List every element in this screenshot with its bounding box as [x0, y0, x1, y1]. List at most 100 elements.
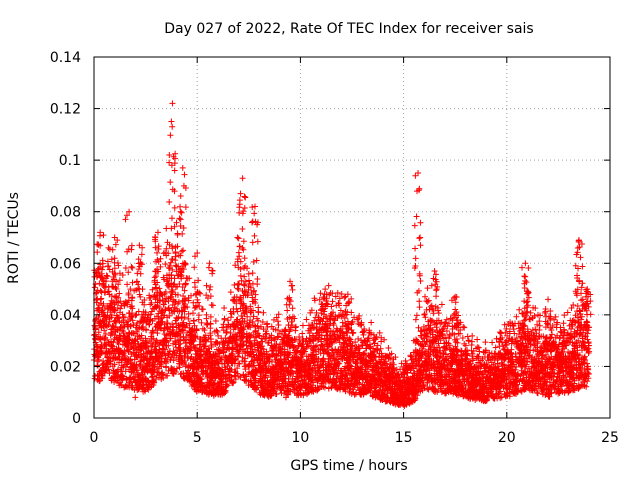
chart-title: Day 027 of 2022, Rate Of TEC Index for r… — [164, 21, 533, 37]
roti-point — [124, 301, 131, 308]
roti-point — [224, 382, 231, 389]
roti-point — [230, 379, 237, 386]
roti-point — [104, 288, 111, 295]
roti-point — [164, 325, 171, 332]
roti-point — [208, 342, 215, 349]
roti-point — [290, 370, 297, 377]
roti-point — [212, 318, 219, 325]
roti-point — [141, 296, 148, 303]
data-points — [91, 100, 594, 410]
roti-point — [143, 327, 150, 334]
roti-point — [310, 379, 317, 386]
roti-point — [99, 372, 106, 379]
roti-point — [148, 299, 155, 306]
roti-point — [170, 329, 177, 336]
roti-point — [262, 331, 269, 338]
roti-point — [233, 319, 240, 326]
roti-point — [118, 381, 125, 388]
roti-point — [190, 369, 197, 376]
roti-point — [163, 225, 170, 232]
roti-point — [162, 249, 169, 256]
roti-point — [99, 263, 106, 270]
roti-point — [304, 343, 311, 350]
roti-point — [138, 332, 145, 339]
roti-point — [162, 298, 169, 305]
roti-point — [124, 281, 131, 288]
roti-point — [177, 371, 184, 378]
roti-point — [292, 336, 299, 343]
roti-point — [181, 287, 188, 294]
roti-point — [292, 323, 299, 330]
roti-point — [162, 261, 169, 268]
roti-point — [142, 309, 149, 316]
roti-point — [109, 330, 116, 337]
roti-point — [109, 322, 116, 329]
roti-point — [205, 345, 212, 352]
roti-point — [308, 307, 315, 314]
roti-point — [102, 330, 109, 337]
roti-point — [196, 302, 203, 309]
roti-point — [199, 306, 206, 313]
roti-point — [244, 313, 251, 320]
roti-point — [167, 259, 174, 266]
roti-point — [162, 346, 169, 353]
roti-point — [153, 313, 160, 320]
roti-point — [274, 334, 281, 341]
roti-point — [149, 286, 156, 293]
roti-point — [219, 367, 226, 374]
roti-point — [147, 294, 154, 301]
roti-point — [273, 390, 280, 397]
roti-point — [156, 304, 163, 311]
roti-point — [215, 332, 222, 339]
roti-point — [171, 275, 178, 282]
roti-point — [147, 311, 154, 318]
roti-point — [228, 366, 235, 373]
roti-point — [288, 318, 295, 325]
roti-point — [159, 371, 166, 378]
roti-point — [245, 270, 252, 277]
roti-point — [141, 369, 148, 376]
roti-point — [311, 324, 318, 331]
roti-point — [165, 342, 172, 349]
roti-point — [126, 379, 133, 386]
roti-point — [263, 330, 270, 337]
roti-point — [282, 326, 289, 333]
roti-point — [158, 308, 165, 315]
roti-point — [105, 262, 112, 269]
roti-point — [128, 378, 135, 385]
roti-point — [310, 347, 317, 354]
roti-point — [245, 292, 252, 299]
roti-point — [222, 387, 229, 394]
roti-point — [135, 325, 142, 332]
roti-point — [108, 293, 115, 300]
roti-point — [173, 365, 180, 372]
roti-point — [116, 290, 123, 297]
roti-point — [299, 341, 306, 348]
roti-point — [164, 320, 171, 327]
roti-point — [164, 372, 171, 379]
roti-point — [148, 308, 155, 315]
roti-point — [236, 360, 243, 367]
roti-point — [299, 330, 306, 337]
roti-point — [259, 318, 266, 325]
roti-point — [250, 307, 257, 314]
roti-point — [105, 321, 112, 328]
roti-point — [105, 288, 112, 295]
roti-point — [237, 374, 244, 381]
roti-point — [263, 335, 270, 342]
roti-point — [307, 364, 314, 371]
roti-point — [303, 335, 310, 342]
roti-point — [275, 311, 282, 318]
roti-point — [111, 361, 118, 368]
roti-point — [249, 318, 256, 325]
roti-point — [177, 252, 184, 259]
roti-point — [247, 284, 254, 291]
roti-point — [174, 243, 181, 250]
roti-point — [227, 289, 234, 296]
roti-point — [103, 272, 110, 279]
roti-point — [156, 285, 163, 292]
roti-point — [119, 271, 126, 278]
roti-point — [173, 219, 180, 226]
